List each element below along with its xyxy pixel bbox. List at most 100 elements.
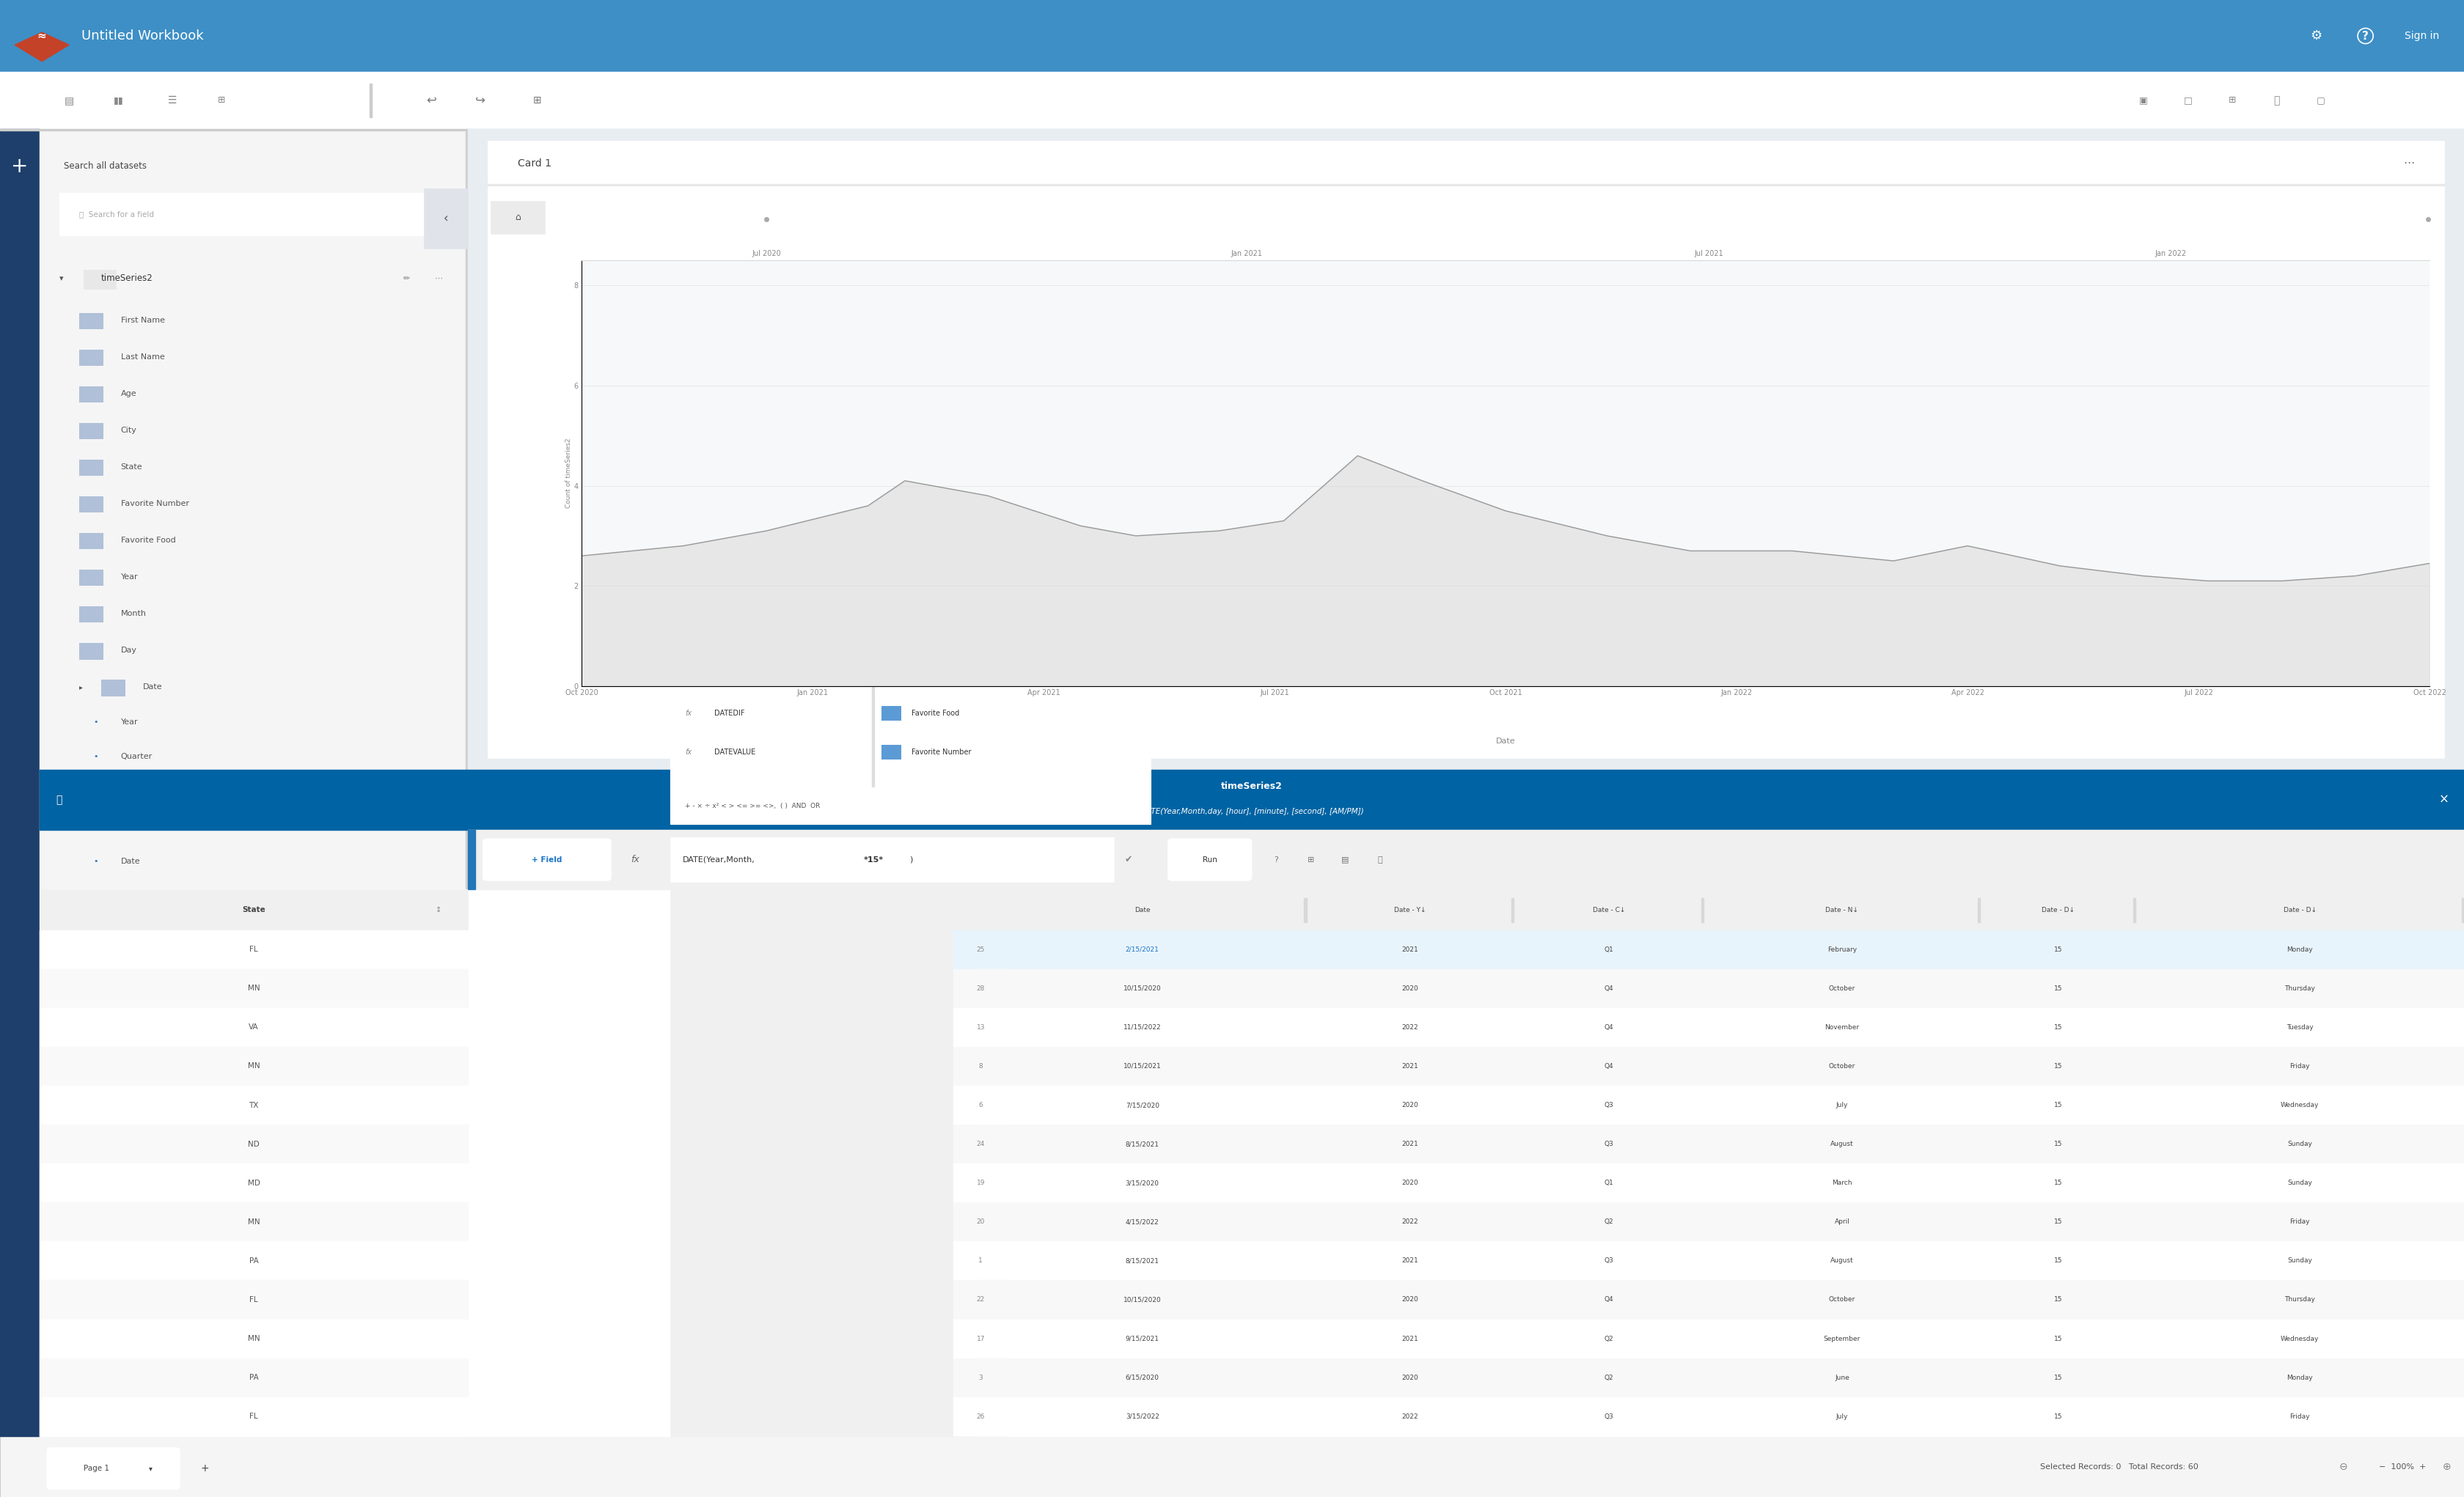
- Bar: [882, 473, 902, 488]
- Text: Q3: Q3: [1604, 1141, 1614, 1147]
- Text: fx: fx: [685, 515, 692, 522]
- Text: ×: ×: [2439, 793, 2449, 807]
- Text: 15: 15: [2055, 985, 2062, 991]
- Text: ≈: ≈: [37, 30, 47, 42]
- Bar: [954, 930, 1008, 969]
- Text: Friday: Friday: [2289, 1413, 2309, 1419]
- Bar: [488, 141, 2444, 757]
- Text: AND: AND: [715, 437, 729, 445]
- Bar: [79, 424, 103, 440]
- Text: MD: MD: [246, 1180, 261, 1187]
- Text: Sunday: Sunday: [2287, 1141, 2311, 1147]
- Bar: [882, 629, 902, 644]
- Text: •: •: [94, 858, 99, 865]
- Text: 28: 28: [976, 985, 986, 991]
- Bar: [954, 1124, 1008, 1163]
- Text: ⊕: ⊕: [2442, 1463, 2452, 1472]
- Text: ⚙: ⚙: [2311, 30, 2321, 42]
- Text: Untitled Workbook: Untitled Workbook: [81, 30, 205, 42]
- Text: fx: fx: [685, 710, 692, 717]
- Text: 24: 24: [976, 1141, 986, 1147]
- Bar: [79, 460, 103, 476]
- Text: Page 1: Page 1: [84, 1466, 108, 1472]
- Bar: [978, 930, 2464, 969]
- Bar: [954, 1397, 1008, 1436]
- Y-axis label: Count of timeSeries2: Count of timeSeries2: [564, 439, 572, 509]
- Text: 2020: 2020: [1402, 985, 1419, 991]
- Text: Selected Records: 0   Total Records: 60: Selected Records: 0 Total Records: 60: [2040, 1464, 2198, 1470]
- Bar: [39, 1202, 468, 1241]
- Bar: [670, 837, 1114, 882]
- Bar: [978, 1046, 2464, 1085]
- Text: 15: 15: [2055, 1141, 2062, 1147]
- Text: □: □: [2183, 96, 2193, 105]
- Text: 19: 19: [976, 1180, 986, 1186]
- Text: Search all datasets: Search all datasets: [64, 162, 148, 171]
- Text: fx: fx: [685, 593, 692, 600]
- Text: FL: FL: [249, 1296, 259, 1304]
- Text: Thursday: Thursday: [2284, 1296, 2316, 1302]
- Bar: [39, 1241, 468, 1280]
- Bar: [2134, 898, 2136, 922]
- Bar: [468, 889, 670, 1437]
- Text: +: +: [200, 1464, 209, 1473]
- Text: 10/15/2021: 10/15/2021: [1124, 1063, 1161, 1069]
- Bar: [670, 292, 1151, 823]
- Text: fx: fx: [685, 632, 692, 639]
- Bar: [1979, 898, 1981, 922]
- Bar: [0, 129, 39, 1497]
- Bar: [978, 1358, 2464, 1397]
- Text: 13: 13: [976, 1024, 986, 1030]
- Bar: [2462, 898, 2464, 922]
- Text: 15: 15: [2055, 1413, 2062, 1419]
- Text: Friday: Friday: [2289, 1219, 2309, 1225]
- Text: 6: 6: [978, 1102, 983, 1108]
- Bar: [39, 1046, 468, 1085]
- Text: Q4: Q4: [1604, 985, 1614, 991]
- Text: 22: 22: [976, 1296, 986, 1302]
- Text: ☰: ☰: [168, 96, 177, 105]
- Bar: [79, 497, 103, 513]
- Text: 8/15/2021: 8/15/2021: [1126, 1141, 1158, 1147]
- Text: Month: Month: [121, 611, 145, 617]
- Bar: [954, 1202, 1008, 1241]
- Text: 2022: 2022: [1402, 1219, 1419, 1225]
- Bar: [39, 1358, 468, 1397]
- Text: Q3: Q3: [1604, 1413, 1614, 1419]
- Text: timeSeries2: timeSeries2: [1222, 781, 1281, 792]
- Text: 2021: 2021: [1402, 1335, 1419, 1341]
- Text: City: City: [121, 427, 138, 434]
- Text: Date: Date: [1133, 907, 1151, 913]
- Text: 3/15/2020: 3/15/2020: [1126, 1180, 1158, 1186]
- Text: ▣: ▣: [2139, 96, 2149, 105]
- Bar: [882, 512, 902, 527]
- Bar: [0, 0, 2464, 72]
- Text: 6/15/2020: 6/15/2020: [1126, 1374, 1158, 1380]
- Text: ▤: ▤: [1340, 856, 1350, 864]
- Text: Date - Date: Date - Date: [912, 476, 954, 484]
- Text: Date - D↓: Date - D↓: [2043, 907, 2075, 913]
- Text: October: October: [1828, 1296, 1855, 1302]
- Bar: [39, 889, 468, 930]
- Text: fx: fx: [685, 398, 692, 406]
- Bar: [978, 1280, 2464, 1319]
- Text: Q4: Q4: [1604, 1296, 1614, 1302]
- Bar: [79, 570, 103, 587]
- Bar: [79, 533, 103, 549]
- Text: Date - D↓: Date - D↓: [2284, 907, 2316, 913]
- Text: ✔: ✔: [1124, 855, 1133, 864]
- Text: ⤢: ⤢: [2274, 96, 2279, 105]
- Text: MN: MN: [249, 1335, 259, 1343]
- Bar: [978, 1241, 2464, 1280]
- Text: DATE: DATE: [715, 632, 734, 639]
- Bar: [468, 829, 476, 889]
- Text: Date - N↓: Date - N↓: [1826, 907, 1858, 913]
- Text: fx: fx: [685, 554, 692, 561]
- Bar: [954, 889, 1008, 1437]
- Bar: [39, 889, 468, 1437]
- Text: ⋯: ⋯: [2402, 157, 2415, 169]
- Text: fx: fx: [685, 748, 692, 756]
- Text: Tuesday: Tuesday: [2287, 1024, 2314, 1030]
- Bar: [978, 1007, 2464, 1046]
- Text: August: August: [1831, 1141, 1853, 1147]
